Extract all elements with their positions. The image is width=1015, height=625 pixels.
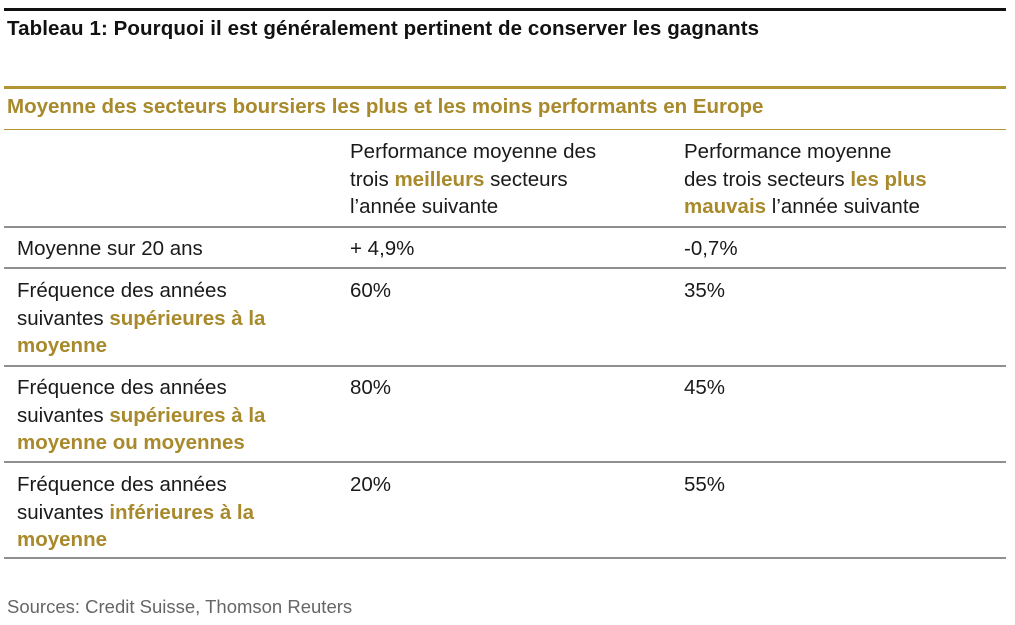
row-4-worst-value: 55% bbox=[684, 473, 726, 496]
row-4-label-line1: Fréquence des années bbox=[17, 473, 227, 496]
row-4-label-highlight-1: inférieures à la bbox=[109, 500, 255, 524]
row-1-worst-value: -0,7% bbox=[684, 237, 738, 260]
row-3-label-highlight-2: moyenne ou moyennes bbox=[17, 431, 245, 454]
header-best-line2-post: secteurs bbox=[484, 167, 568, 191]
subtitle-top-rule bbox=[4, 86, 1006, 89]
row-3-label-line2-pre: suivantes bbox=[17, 403, 110, 427]
header-row-rule bbox=[4, 226, 1006, 228]
row-2-label-line2-pre: suivantes bbox=[17, 306, 110, 330]
row-2-label-highlight-1: supérieures à la bbox=[109, 306, 266, 330]
row-4-label-highlight-2: moyenne bbox=[17, 528, 107, 551]
row-3-rule bbox=[4, 461, 1006, 463]
row-1-label-text: Moyenne sur 20 ans bbox=[17, 237, 203, 260]
row-2-label-line1: Fréquence des années bbox=[17, 279, 227, 302]
header-worst-line3-post: l’année suivante bbox=[766, 195, 920, 218]
row-1-label: Moyenne sur 20 ans bbox=[17, 235, 317, 263]
row-2-label-highlight-2: moyenne bbox=[17, 334, 107, 357]
row-2-rule bbox=[4, 365, 1006, 367]
row-3-best-value: 80% bbox=[350, 376, 392, 399]
source-note: Sources: Credit Suisse, Thomson Reuters bbox=[7, 596, 353, 617]
header-best-highlight: meilleurs bbox=[394, 167, 485, 191]
row-3-worst-value: 45% bbox=[684, 376, 726, 399]
header-best-line2-pre: trois bbox=[350, 167, 395, 191]
row-2-worst-value: 35% bbox=[684, 279, 726, 302]
row-3-label-line1: Fréquence des années bbox=[17, 376, 227, 399]
row-4-label: Fréquence des années suivantes inférieur… bbox=[17, 471, 317, 554]
header-worst-highlight-2: mauvais bbox=[684, 195, 767, 218]
header-worst-line2-pre: des trois secteurs bbox=[684, 167, 851, 191]
header-worst-highlight-1: les plus bbox=[850, 167, 927, 191]
header-best-line1: Performance moyenne des bbox=[350, 140, 597, 163]
subtitle-bottom-rule bbox=[4, 129, 1006, 130]
row-4-best-value: 20% bbox=[350, 473, 392, 496]
table-title: Tableau 1: Pourquoi il est généralement … bbox=[7, 17, 760, 40]
row-3-label: Fréquence des années suivantes supérieur… bbox=[17, 374, 317, 457]
row-4-rule bbox=[4, 557, 1006, 559]
header-best-sectors: Performance moyenne des trois meilleurs … bbox=[350, 138, 660, 221]
row-3-label-highlight-1: supérieures à la bbox=[109, 403, 266, 427]
row-4-label-line2-pre: suivantes bbox=[17, 500, 110, 524]
row-1-best-value: + 4,9% bbox=[350, 237, 415, 260]
header-worst-line1: Performance moyenne bbox=[684, 140, 892, 163]
row-2-label: Fréquence des années suivantes supérieur… bbox=[17, 277, 317, 360]
row-1-rule bbox=[4, 267, 1006, 269]
header-best-line3: l’année suivante bbox=[350, 195, 499, 218]
row-2-best-value: 60% bbox=[350, 279, 392, 302]
table-subtitle: Moyenne des secteurs boursiers les plus … bbox=[7, 95, 764, 118]
title-top-rule bbox=[4, 8, 1006, 11]
header-worst-sectors: Performance moyenne des trois secteurs l… bbox=[684, 138, 994, 221]
